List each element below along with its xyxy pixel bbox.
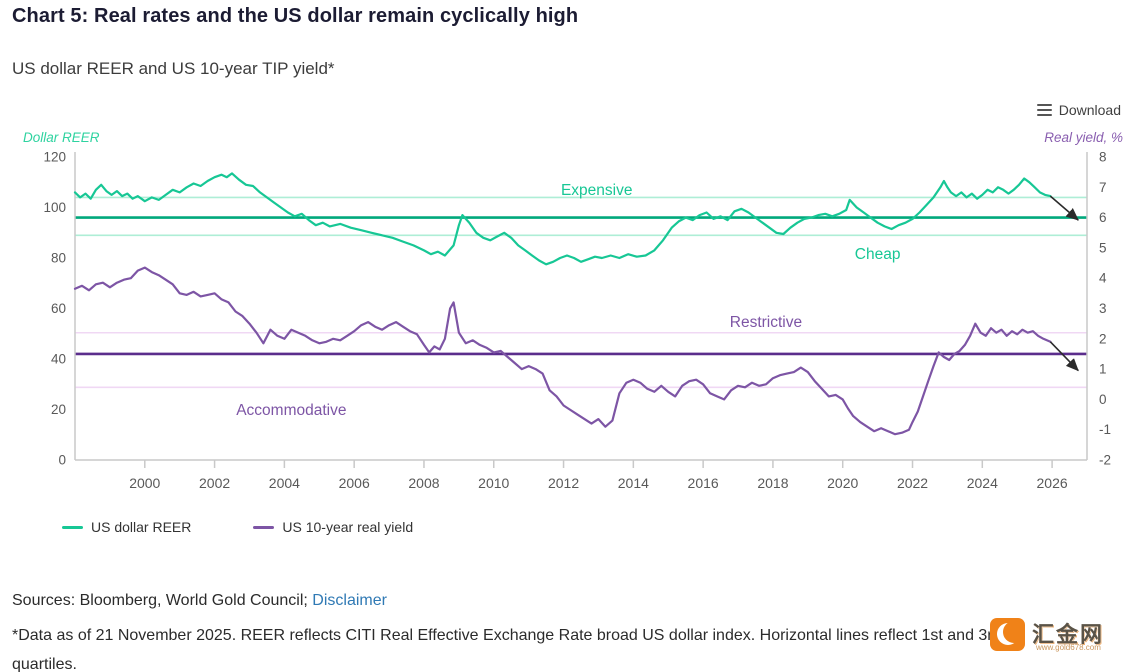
x-axis-tick-label: 2010 [478,475,509,491]
legend-item-us-10-year-real-yield[interactable]: US 10-year real yield [253,519,413,535]
x-axis-tick-label: 2008 [408,475,439,491]
watermark-logo-icon [990,618,1025,651]
right-axis-tick-label: 6 [1099,210,1107,225]
left-axis-tick-label: 20 [51,402,66,417]
watermark: 汇金网 www.gold678.com [990,616,1130,656]
x-axis-tick-label: 2016 [688,475,719,491]
x-axis-tick-label: 2020 [827,475,858,491]
x-axis-tick-label: 2022 [897,475,928,491]
left-axis-tick-label: 100 [43,200,66,215]
x-axis-tick-label: 2002 [199,475,230,491]
left-axis-title: Dollar REER [23,130,100,145]
chart-legend: US dollar REER US 10-year real yield [62,519,413,535]
right-axis-tick-label: -1 [1099,422,1111,437]
trend-arrow [1049,195,1079,221]
footnote-line1: *Data as of 21 November 2025. REER refle… [12,627,1002,644]
footnote-line2: quartiles. [12,656,77,672]
x-axis-tick-label: 2000 [129,475,160,491]
left-axis-tick-label: 60 [51,301,66,316]
right-axis-tick-label: 3 [1099,301,1107,316]
series-line-us-dollar-reer [73,172,1052,266]
reer-legend-swatch [62,525,83,529]
watermark-cn-text: 汇金网 [1032,622,1105,647]
download-button[interactable]: Download [1036,102,1121,118]
left-axis-tick-label: 40 [51,352,66,367]
series-line-us-10-year-real-yield [73,266,1052,436]
right-axis-tick-label: 0 [1099,392,1107,407]
chart-area: 120 100 80 60 40 20 0 8 7 6 5 4 3 2 1 0 -1 -2 2000 2002 2004… [0,150,1134,512]
sources-line: Sources: Bloomberg, World Gold Council; … [12,592,387,610]
right-axis-tick-label: 2 [1099,331,1107,346]
left-axis-tick-label: 120 [43,150,66,165]
right-axis-tick-label: 4 [1099,271,1107,286]
disclaimer-link[interactable]: Disclaimer [312,592,387,609]
chart-label-expensive: Expensive [561,182,633,199]
chart-title: Chart 5: Real rates and the US dollar re… [12,5,579,27]
chart-label-cheap: Cheap [855,246,901,263]
sources-text: Sources: Bloomberg, World Gold Council; [12,592,313,609]
x-axis-tick-label: 2018 [757,475,788,491]
right-axis-tick-label: 7 [1099,180,1107,195]
x-axis-tick-label: 2006 [339,475,370,491]
right-axis-tick-label: 5 [1099,240,1107,255]
right-axis-title: Real yield, % [1044,130,1123,145]
x-axis-tick-label: 2012 [548,475,579,491]
x-axis-tick-label: 2004 [269,475,300,491]
x-axis-tick-label: 2026 [1037,475,1068,491]
right-axis-tick-label: -2 [1099,453,1111,468]
reer-legend-label: US dollar REER [91,519,192,535]
watermark-url-text: www.gold678.com [1036,643,1101,652]
download-label: Download [1058,102,1121,118]
footnote: *Data as of 21 November 2025. REER refle… [12,621,1130,672]
left-axis-tick-label: 0 [58,453,66,468]
right-axis-tick-label: 1 [1099,362,1107,377]
chart-label-accommodative: Accommodative [236,402,346,419]
x-axis-tick-label: 2014 [618,475,649,491]
legend-item-us-dollar-reer[interactable]: US dollar REER [62,519,191,535]
trend-arrow [1049,341,1079,372]
left-axis-tick-label: 80 [51,251,66,266]
yield-legend-label: US 10-year real yield [282,519,414,535]
chart-subtitle: US dollar REER and US 10-year TIP yield* [12,59,335,78]
chart-label-restrictive: Restrictive [730,314,802,331]
download-menu-icon [1036,103,1052,117]
x-axis-tick-label: 2024 [967,475,998,491]
right-axis-tick-label: 8 [1099,150,1107,165]
yield-legend-swatch [253,525,275,529]
